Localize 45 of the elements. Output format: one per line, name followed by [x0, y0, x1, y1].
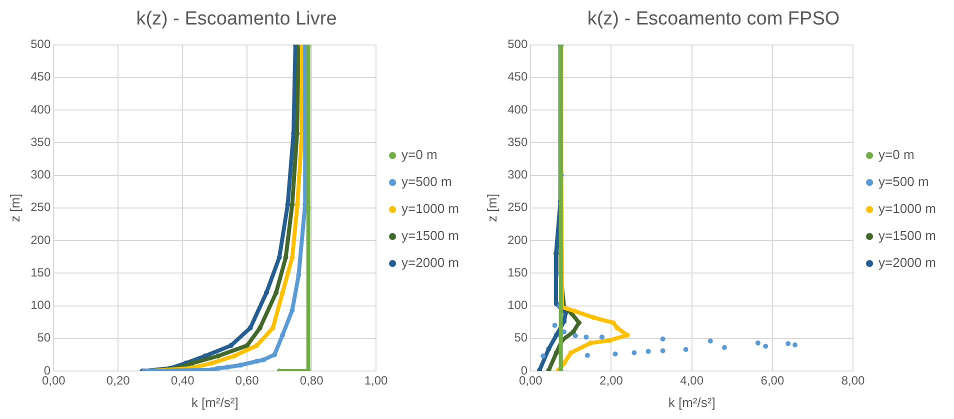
y-axis-title: z [m]: [484, 194, 500, 222]
x-tick-label: 2,00: [600, 374, 624, 388]
legend-label: y=1000 m: [402, 201, 459, 216]
y-tick-label: 150: [30, 265, 51, 280]
x-tick-label: 0,60: [235, 374, 260, 388]
y-tick-label: 50: [37, 330, 51, 345]
y-tick-label: 200: [30, 232, 51, 247]
y-tick-label: 500: [508, 37, 528, 52]
x-tick-label: 0,20: [106, 374, 130, 388]
y-tick-label: 300: [30, 168, 51, 182]
y-tick-label: 100: [30, 298, 51, 312]
y-tick-label: 300: [508, 168, 528, 182]
legend-label: y=0 m: [878, 147, 914, 162]
x-tick-label: 0,40: [170, 374, 195, 388]
y-tick-label: 350: [508, 134, 528, 149]
x-tick-label: 1,00: [364, 374, 388, 388]
x-tick-label: 4,00: [680, 374, 704, 388]
chart-title: k(z) - Escoamento Livre: [136, 8, 337, 30]
x-tick-label: 0,80: [300, 374, 324, 388]
legend-label: y=1000 m: [878, 201, 936, 216]
y-tick-label: 400: [508, 102, 528, 116]
y-tick-label: 200: [508, 232, 528, 247]
legend-label: y=500 m: [402, 174, 452, 190]
y-tick-label: 50: [514, 330, 528, 345]
y-tick-label: 400: [30, 102, 51, 116]
y-tick-label: 250: [508, 200, 528, 214]
x-tick-label: 6,00: [760, 374, 784, 388]
y-tick-label: 250: [30, 200, 51, 214]
y-tick-label: 450: [30, 70, 51, 84]
legend-label: y=1500 m: [402, 228, 459, 244]
x-axis-title: k [m²/s²]: [668, 394, 716, 410]
y-tick-label: 450: [508, 70, 528, 84]
y-axis-title: z [m]: [7, 194, 22, 222]
chart-title: k(z) - Escoamento com FPSO: [587, 8, 840, 30]
legend-label: y=500 m: [878, 174, 929, 190]
y-tick-label: 100: [508, 298, 528, 312]
x-axis-title: k [m²/s²]: [191, 394, 238, 410]
legend-label: y=1500 m: [878, 228, 936, 244]
y-tick-label: 150: [508, 265, 528, 280]
x-tick-label: 8,00: [841, 374, 866, 388]
legend-label: y=0 m: [402, 147, 438, 162]
legend-label: y=2000 m: [878, 255, 936, 270]
y-tick-label: 500: [30, 37, 51, 52]
legend-label: y=2000 m: [402, 255, 459, 270]
y-tick-label: 350: [30, 134, 51, 149]
